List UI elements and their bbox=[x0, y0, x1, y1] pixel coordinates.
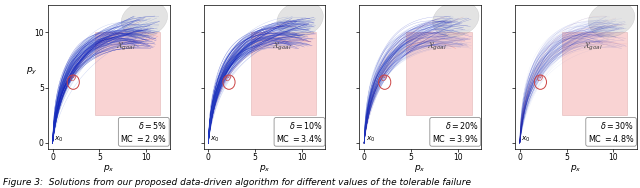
Text: $\delta = 5\%$
MC $= 2.9\%$: $\delta = 5\%$ MC $= 2.9\%$ bbox=[120, 120, 167, 144]
Text: $\mathcal{O}$: $\mathcal{O}$ bbox=[536, 73, 543, 83]
Y-axis label: $p_y$: $p_y$ bbox=[26, 65, 37, 77]
Text: $\mathcal{X}_{goal}$: $\mathcal{X}_{goal}$ bbox=[271, 41, 291, 53]
X-axis label: $p_x$: $p_x$ bbox=[415, 163, 426, 174]
Text: $\mathcal{O}$: $\mathcal{O}$ bbox=[68, 73, 76, 83]
Text: Figure 3:  Solutions from our proposed data-driven algorithm for different value: Figure 3: Solutions from our proposed da… bbox=[3, 178, 471, 187]
Bar bbox=[406, 32, 472, 115]
Text: $\delta = 20\%$
MC $= 3.9\%$: $\delta = 20\%$ MC $= 3.9\%$ bbox=[432, 120, 479, 144]
Text: $\mathcal{X}_{goal}$: $\mathcal{X}_{goal}$ bbox=[116, 41, 136, 53]
Text: $\delta = 30\%$
MC $= 4.8\%$: $\delta = 30\%$ MC $= 4.8\%$ bbox=[588, 120, 634, 144]
Text: $x_0$: $x_0$ bbox=[521, 135, 531, 144]
Text: $x_0$: $x_0$ bbox=[54, 135, 63, 144]
Text: $\mathcal{X}_{goal}$: $\mathcal{X}_{goal}$ bbox=[428, 41, 447, 53]
Ellipse shape bbox=[121, 1, 168, 37]
Text: $\mathcal{X}_{goal}$: $\mathcal{X}_{goal}$ bbox=[583, 41, 603, 53]
Text: $x_0$: $x_0$ bbox=[365, 135, 375, 144]
Ellipse shape bbox=[277, 1, 323, 37]
X-axis label: $p_x$: $p_x$ bbox=[570, 163, 582, 174]
Text: $\mathcal{O}$: $\mathcal{O}$ bbox=[224, 73, 232, 83]
Bar bbox=[95, 32, 160, 115]
Text: $\delta = 10\%$
MC $= 3.4\%$: $\delta = 10\%$ MC $= 3.4\%$ bbox=[276, 120, 323, 144]
Text: $x_0$: $x_0$ bbox=[210, 135, 220, 144]
X-axis label: $p_x$: $p_x$ bbox=[259, 163, 270, 174]
Ellipse shape bbox=[433, 1, 479, 37]
Ellipse shape bbox=[588, 1, 635, 37]
Text: $\mathcal{O}$: $\mathcal{O}$ bbox=[380, 73, 388, 83]
X-axis label: $p_x$: $p_x$ bbox=[103, 163, 115, 174]
Bar bbox=[250, 32, 316, 115]
Bar bbox=[562, 32, 627, 115]
